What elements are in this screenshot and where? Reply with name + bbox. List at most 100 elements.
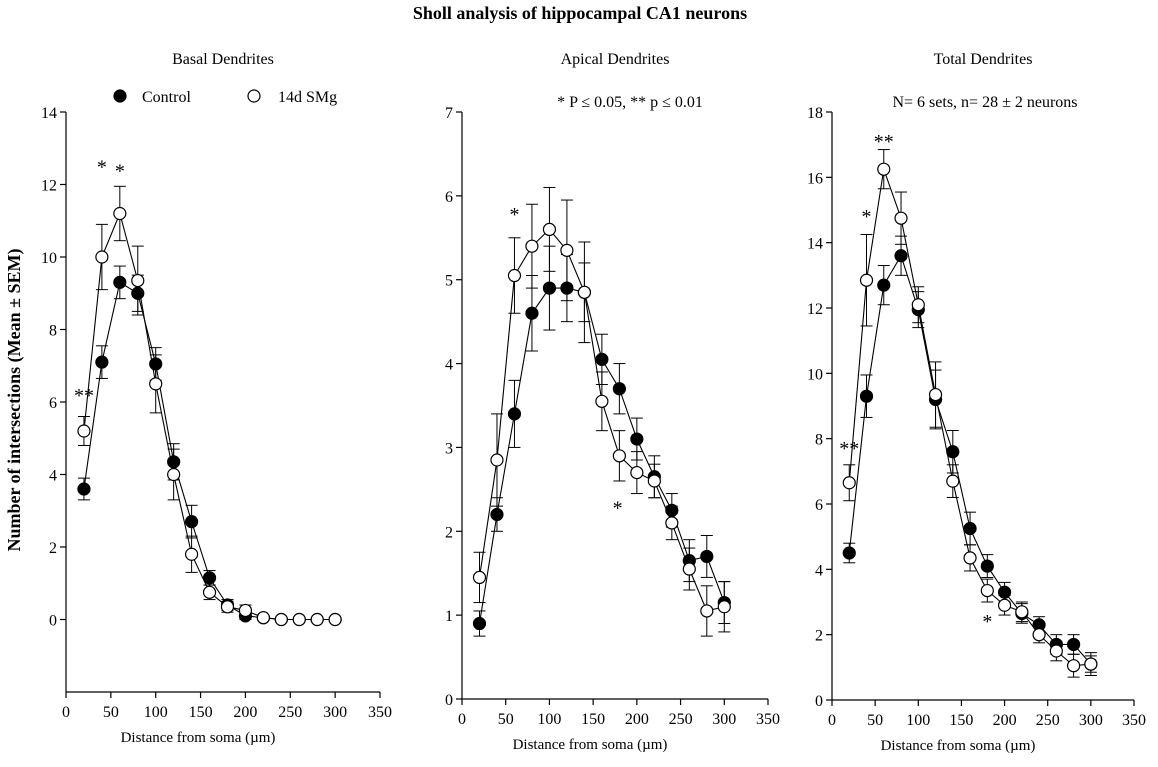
data-point-smg	[682, 562, 696, 576]
data-point-smg	[1032, 628, 1046, 642]
y-axis-label: Number of intersections (Mean ± SEM)	[4, 248, 25, 551]
y-tick-label: 10	[807, 366, 823, 383]
data-point-smg	[95, 250, 109, 264]
data-point-smg	[472, 570, 487, 585]
panel-title: Total Dendrites	[934, 51, 1033, 68]
data-point-smg	[490, 453, 504, 467]
y-tick-label: 0	[445, 692, 453, 709]
data-point-smg	[77, 424, 91, 438]
series-line-smg	[848, 168, 1091, 667]
data-point-smg	[717, 600, 731, 614]
panel-basal-dendrites: Basal Dendrites 0 2 4 6 8 10 12 14 0 50 100 150 200 25…	[41, 51, 392, 746]
x-tick-label: 50	[498, 711, 514, 728]
data-point-smg	[928, 387, 943, 402]
data-point-control	[894, 249, 908, 263]
significance-marker: *	[862, 206, 872, 228]
data-point-control	[877, 278, 891, 292]
y-tick-label: 2	[49, 540, 57, 557]
y-tick-label: 2	[815, 628, 823, 645]
data-point-smg	[1049, 644, 1063, 658]
data-point-smg	[963, 551, 977, 565]
data-point-smg	[167, 467, 181, 482]
x-tick-label: 50	[103, 704, 119, 721]
legend-label-smg: 14d SMg	[278, 89, 337, 106]
data-point-smg	[238, 603, 253, 618]
y-tick-label: 14	[41, 105, 57, 122]
data-point-control	[185, 515, 199, 529]
y-tick-label: 8	[815, 432, 823, 449]
data-point-smg	[1084, 657, 1098, 671]
data-point-smg	[842, 476, 856, 490]
data-point-smg	[911, 298, 925, 312]
data-point-control	[490, 507, 504, 522]
x-axis-label: Distance from soma (µm)	[121, 730, 276, 746]
x-tick-label: 100	[906, 712, 930, 729]
data-point-smg	[310, 612, 324, 627]
x-tick-label: 200	[993, 712, 1017, 729]
significance-marker: *	[613, 498, 623, 520]
significance-marker: **	[874, 131, 894, 153]
data-point-smg	[220, 600, 235, 614]
x-tick-label: 300	[323, 704, 347, 721]
data-point-control	[630, 432, 644, 446]
data-point-smg	[149, 377, 163, 391]
panel-note-significance: * P ≤ 0.05, ** p ≤ 0.01	[557, 94, 703, 111]
data-point-smg	[113, 206, 127, 221]
series-line-control	[83, 281, 336, 621]
data-point-control	[167, 455, 181, 469]
data-point-control	[77, 482, 91, 496]
x-tick-label: 300	[1079, 712, 1103, 729]
y-tick-label: 0	[815, 693, 823, 710]
data-point-smg	[542, 222, 557, 236]
data-point-smg	[185, 547, 199, 561]
data-point-smg	[1015, 605, 1029, 619]
data-point-control	[542, 281, 557, 295]
x-tick-label: 200	[233, 704, 257, 721]
data-point-smg	[507, 268, 522, 283]
data-point-smg	[256, 611, 270, 625]
y-tick-label: 16	[807, 170, 823, 187]
x-tick-label: 150	[581, 711, 605, 728]
data-point-smg	[292, 612, 306, 627]
y-tick-label: 6	[445, 189, 453, 206]
x-tick-label: 0	[828, 712, 836, 729]
data-point-smg	[1066, 659, 1081, 673]
significance-marker: *	[509, 204, 519, 226]
y-tick-label: 1	[445, 608, 453, 625]
data-point-control	[507, 407, 522, 421]
x-tick-label: 350	[368, 704, 392, 721]
legend-marker-smg	[247, 89, 261, 103]
y-tick-label: 2	[445, 524, 453, 541]
significance-marker: *	[115, 160, 125, 182]
y-tick-label: 3	[445, 440, 453, 457]
data-point-control	[472, 616, 487, 631]
data-point-control	[113, 275, 127, 289]
data-point-smg	[877, 162, 891, 176]
significance-marker: **	[839, 438, 859, 460]
y-tick-label: 4	[49, 468, 57, 485]
data-point-smg	[630, 465, 644, 480]
data-point-control	[842, 546, 856, 560]
x-tick-label: 150	[949, 712, 973, 729]
y-tick-label: 4	[445, 357, 453, 374]
x-tick-label: 250	[278, 704, 302, 721]
data-point-control	[149, 357, 163, 371]
significance-marker: *	[982, 611, 992, 633]
data-point-control	[1066, 637, 1081, 652]
data-point-control	[95, 355, 109, 369]
y-tick-label: 14	[807, 236, 823, 253]
x-tick-label: 0	[62, 704, 70, 721]
x-tick-label: 0	[458, 711, 466, 728]
x-tick-label: 250	[669, 711, 693, 728]
data-point-control	[560, 281, 574, 295]
data-point-control	[525, 306, 539, 320]
data-point-control	[963, 521, 977, 536]
data-point-smg	[328, 612, 342, 627]
data-point-smg	[131, 273, 145, 288]
x-tick-label: 200	[625, 711, 649, 728]
panel-total-dendrites: Total Dendrites 0 2 4 6 8 10 12 14 16 18 0 50 100 150 2…	[807, 51, 1146, 754]
data-point-smg	[894, 211, 908, 225]
y-tick-label: 6	[49, 395, 57, 412]
data-point-control	[859, 389, 874, 403]
y-tick-label: 6	[815, 497, 823, 514]
